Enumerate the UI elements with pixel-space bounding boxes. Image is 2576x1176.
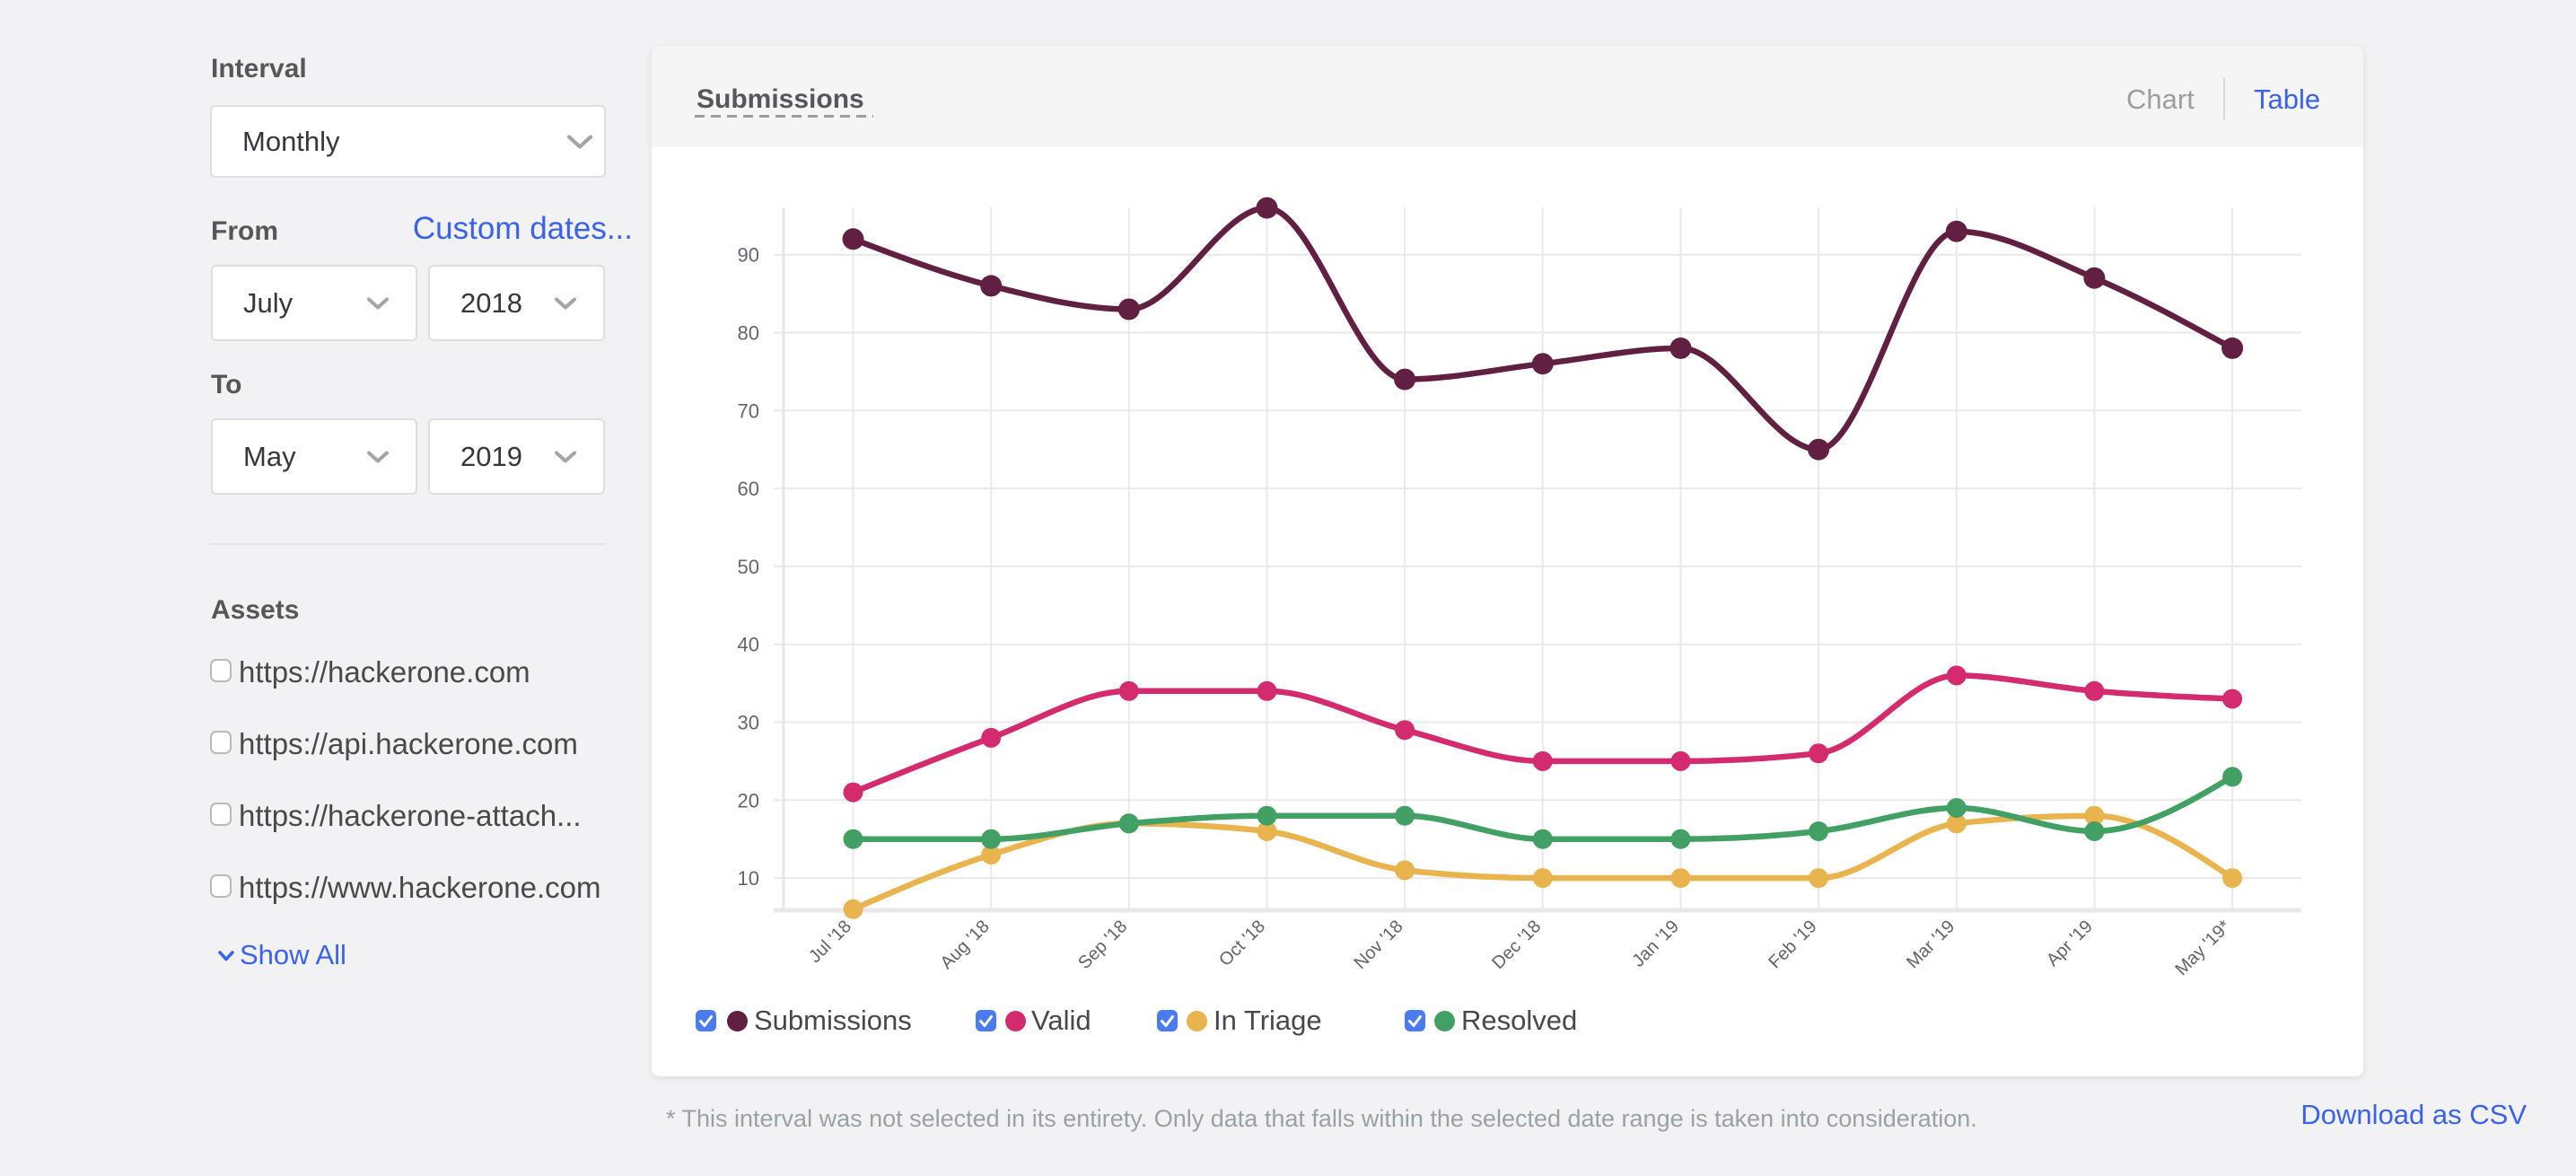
svg-text:Dec '18: Dec '18 [1488, 917, 1545, 973]
svg-text:Sep '18: Sep '18 [1074, 917, 1131, 973]
svg-text:Apr '19: Apr '19 [2043, 917, 2097, 970]
svg-text:30: 30 [738, 712, 759, 734]
svg-text:Jul '18: Jul '18 [805, 917, 855, 967]
svg-text:10: 10 [738, 867, 759, 890]
svg-text:70: 70 [738, 399, 759, 422]
svg-text:Aug '18: Aug '18 [937, 917, 994, 973]
svg-text:50: 50 [738, 556, 759, 578]
svg-text:20: 20 [738, 789, 759, 812]
svg-text:Mar '19: Mar '19 [1903, 917, 1958, 972]
svg-text:Feb '19: Feb '19 [1765, 917, 1820, 972]
svg-text:Nov '18: Nov '18 [1351, 917, 1407, 973]
svg-text:Oct '18: Oct '18 [1215, 917, 1269, 970]
svg-text:May '19*: May '19* [2171, 917, 2234, 979]
svg-text:80: 80 [738, 322, 759, 345]
svg-text:90: 90 [738, 244, 759, 267]
svg-text:60: 60 [738, 478, 759, 500]
svg-text:Jan '19: Jan '19 [1628, 917, 1683, 971]
svg-text:40: 40 [738, 634, 759, 656]
